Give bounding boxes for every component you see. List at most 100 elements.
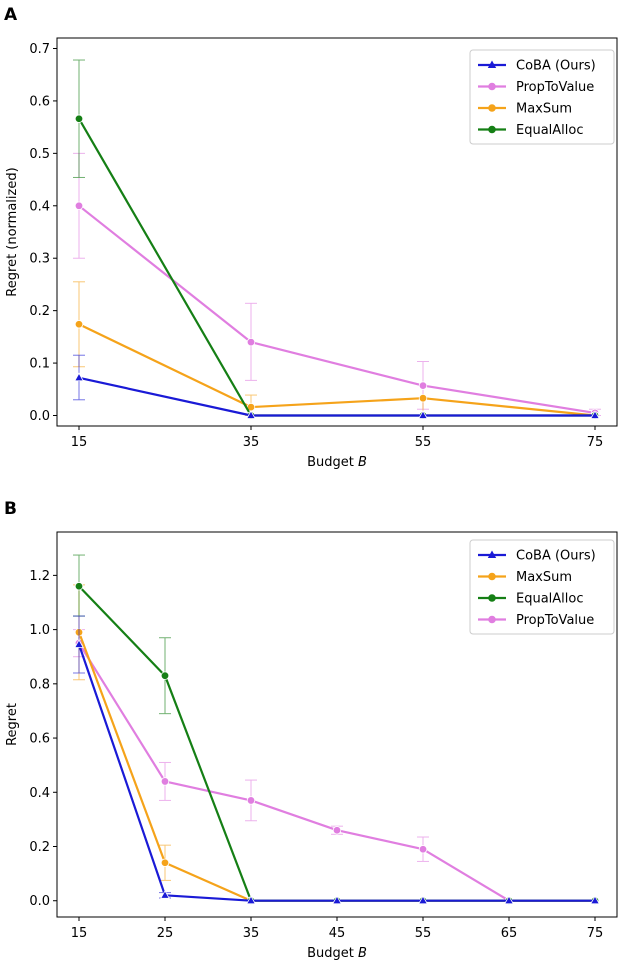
data-point [332,895,342,905]
y-tick-label: 0.6 [29,94,50,109]
plot-frame [56,37,618,427]
x-tick-label: 35 [243,435,260,450]
data-point [418,394,428,403]
y-tick-label: 0.8 [29,677,50,692]
chart-panel-b: 0.0 0.2 0.4 0.6 0.8 1.0 1.2 15 25 35 45 55 65 75 Budge… [5,531,618,961]
legend-marker [488,594,496,602]
data-point [160,889,170,899]
y-tick-label: 0.6 [29,732,50,747]
data-point [74,114,84,123]
y-tick-label: 0.7 [29,42,50,57]
data-point [418,845,428,854]
series-line [78,376,595,417]
series-line [77,644,595,902]
x-tick-label: 15 [71,926,88,941]
legend-label: PropToValue [516,613,594,628]
legend-label: EqualAlloc [516,123,584,138]
y-tick-label: 0.1 [29,357,50,372]
y-tick-label: 0.0 [29,409,50,424]
x-axis-label-variable: B [358,946,367,961]
x-tick-label: 75 [587,435,604,450]
series-line [78,204,596,414]
data-point [74,639,84,648]
series-proptovalue [73,152,601,418]
y-tick-label: 0.0 [29,894,50,909]
y-tick-label: 1.0 [29,623,50,638]
data-point [160,671,170,680]
data-point [332,826,342,835]
panel-label-a: A [4,5,18,25]
x-tick-label: 55 [415,435,432,450]
x-axis-label: Budget B [307,455,367,470]
x-axis-label-text: Budget [307,946,358,961]
legend-item-proptovalue: PropToValue [478,80,594,95]
data-point [246,410,256,419]
y-tick-label: 0.5 [29,147,50,162]
data-point [74,320,84,329]
data-point [418,410,428,419]
data-point [418,381,428,390]
data-point [418,895,428,905]
legend-item-coba-ours: CoBA (Ours) [478,59,596,74]
legend-label: CoBA (Ours) [516,549,596,564]
series-coba-ours [73,615,600,905]
series-line [78,323,596,417]
legend-label: CoBA (Ours) [516,59,596,74]
data-point [246,895,256,905]
x-tick-label: 55 [415,926,432,941]
x-axis-label-text: Budget [307,455,358,470]
y-tick-label: 0.2 [29,304,50,319]
legend: CoBA (Ours) PropToValue MaxSum EqualAlloc [469,49,615,145]
x-tick-label: 75 [587,926,604,941]
series-line [78,642,595,902]
y-axis-label: Regret [5,703,20,746]
legend-item-equalalloc: EqualAlloc [478,592,584,607]
legend-marker [488,125,496,134]
legend-item-coba-ours: CoBA (Ours) [478,549,596,564]
x-tick-label: 35 [243,926,260,941]
x-tick-label: 25 [157,926,174,941]
y-tick-label: 0.3 [29,252,50,267]
legend-marker [488,82,496,91]
legend-box [469,49,615,145]
data-point [590,410,600,419]
legend-label: PropToValue [516,80,594,95]
y-axis-label: Regret (normalized) [5,167,20,296]
x-axis-label-variable: B [358,455,367,470]
legend-item-proptovalue: PropToValue [478,613,594,628]
x-tick-label: 65 [501,926,518,941]
legend-marker [488,615,496,624]
legend-marker [487,550,497,558]
panel-label-b: B [4,499,17,519]
x-tick-label: 15 [71,435,88,450]
y-tick-label: 1.2 [29,569,50,584]
legend-box [469,539,615,635]
legend-marker [487,60,497,68]
data-point [160,858,170,867]
x-axis-label: Budget B [307,946,367,961]
series-coba-ours [73,354,600,419]
chart-panel-a: 0.0 0.1 0.2 0.3 0.4 0.5 0.6 0.7 15 35 55 75 Budget B… [5,37,618,470]
data-point [74,372,84,382]
y-tick-label: 0.4 [29,199,50,214]
legend-label: MaxSum [516,102,572,117]
data-point [74,582,84,591]
y-tick-label: 0.4 [29,786,50,801]
legend-item-maxsum: MaxSum [478,102,572,117]
legend-label: EqualAlloc [516,592,584,607]
y-tick-label: 0.2 [29,840,50,855]
series-proptovalue [73,629,600,905]
legend-label: MaxSum [516,570,572,585]
legend: CoBA (Ours) MaxSum EqualAlloc PropToValue [469,539,615,635]
data-point [246,796,256,805]
data-point [590,895,600,905]
legend-item-maxsum: MaxSum [478,570,572,585]
data-point [74,201,84,210]
data-point [246,337,256,347]
legend-marker [488,104,496,112]
data-point [504,895,514,905]
x-tick-label: 45 [329,926,346,941]
legend-item-equalalloc: EqualAlloc [478,123,584,138]
series-maxsum [73,281,600,420]
